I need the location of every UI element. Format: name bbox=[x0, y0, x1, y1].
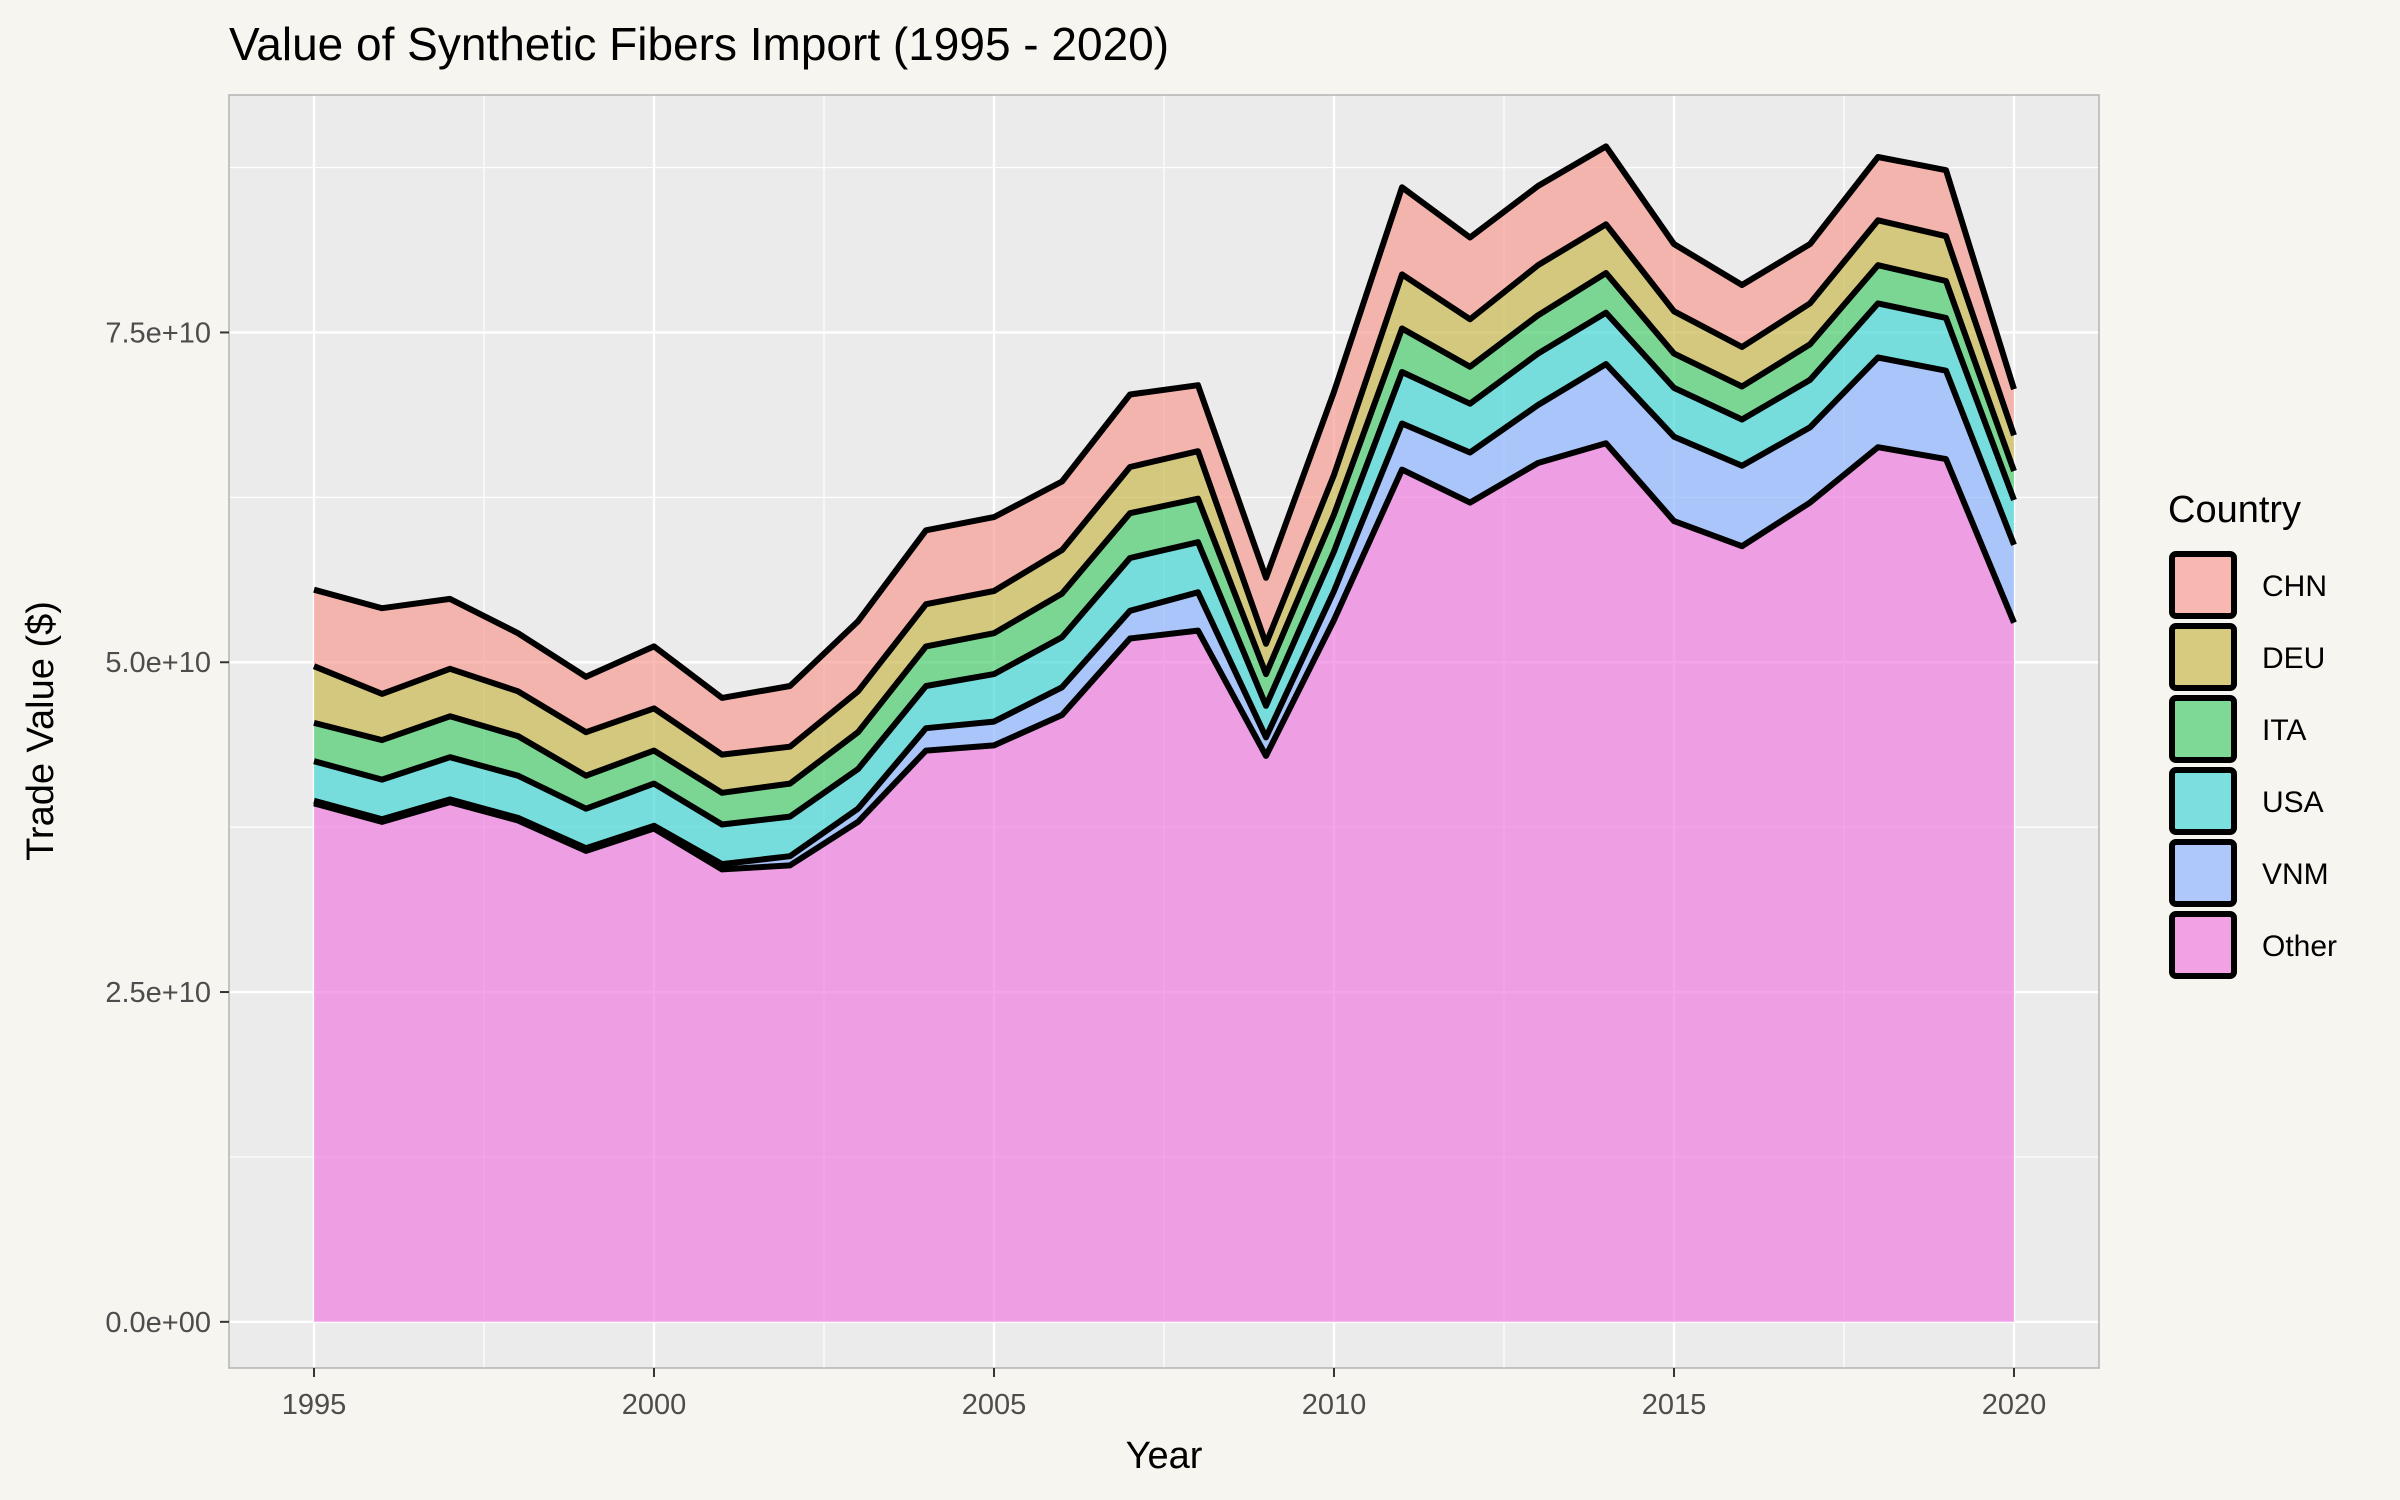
legend-swatch-vnm bbox=[2169, 839, 2237, 907]
y-tick-label: 2.5e+10 bbox=[105, 977, 211, 1009]
area-usa bbox=[314, 303, 2014, 865]
area-chn bbox=[314, 146, 2014, 755]
area-other bbox=[314, 443, 2014, 1322]
legend-label-chn: CHN bbox=[2262, 570, 2327, 603]
legend: Country CHN DEU ITA USA VNM Other bbox=[2168, 489, 2337, 979]
legend-item-vnm: VNM bbox=[2169, 839, 2329, 907]
x-tick-label: 2015 bbox=[1642, 1389, 1707, 1421]
y-tick-label: 5.0e+10 bbox=[105, 647, 211, 679]
area-vnm bbox=[314, 357, 2014, 870]
legend-swatch-ita bbox=[2169, 695, 2237, 763]
x-tick-label: 2000 bbox=[622, 1389, 687, 1421]
x-tick-label: 2005 bbox=[962, 1389, 1027, 1421]
plot-area bbox=[228, 94, 2100, 1369]
legend-item-other: Other bbox=[2169, 911, 2337, 979]
legend-label-usa: USA bbox=[2262, 786, 2324, 819]
x-axis-title: Year bbox=[1126, 1435, 1203, 1477]
legend-item-deu: DEU bbox=[2169, 623, 2325, 691]
area-deu bbox=[314, 220, 2014, 793]
x-tick-label: 1995 bbox=[282, 1389, 347, 1421]
legend-title: Country bbox=[2168, 489, 2301, 531]
x-axis: 1995 2000 2005 2010 2015 2020 bbox=[282, 1368, 2047, 1421]
legend-label-ita: ITA bbox=[2262, 714, 2306, 747]
area-ita bbox=[314, 265, 2014, 825]
y-axis-title: Trade Value ($) bbox=[20, 601, 62, 861]
legend-label-deu: DEU bbox=[2262, 642, 2325, 675]
legend-label-vnm: VNM bbox=[2262, 858, 2329, 891]
legend-swatch-usa bbox=[2169, 767, 2237, 835]
y-tick-label: 0.0e+00 bbox=[105, 1307, 211, 1339]
legend-swatch-other bbox=[2169, 911, 2237, 979]
area-series-group bbox=[314, 146, 2014, 1322]
area-outline-group bbox=[312, 143, 2017, 873]
outline-deu bbox=[312, 217, 2017, 758]
legend-item-chn: CHN bbox=[2169, 551, 2327, 619]
legend-item-usa: USA bbox=[2169, 767, 2324, 835]
y-axis: 0.0e+00 2.5e+10 5.0e+10 7.5e+10 bbox=[105, 317, 229, 1339]
legend-swatch-deu bbox=[2169, 623, 2237, 691]
legend-label-other: Other bbox=[2262, 930, 2337, 963]
legend-swatch-chn bbox=[2169, 551, 2237, 619]
outline-ita bbox=[313, 262, 2017, 796]
outline-usa bbox=[313, 300, 2017, 828]
plot-border bbox=[228, 94, 2100, 1369]
legend-item-ita: ITA bbox=[2169, 695, 2306, 763]
outline-chn bbox=[313, 143, 2017, 701]
chart-title: Value of Synthetic Fibers Import (1995 -… bbox=[229, 18, 1169, 70]
x-tick-label: 2010 bbox=[1302, 1389, 1367, 1421]
outline-vnm bbox=[313, 354, 2017, 868]
legend-items: CHN DEU ITA USA VNM Other bbox=[2169, 551, 2337, 979]
x-tick-label: 2020 bbox=[1982, 1389, 2047, 1421]
y-tick-label: 7.5e+10 bbox=[105, 317, 211, 349]
